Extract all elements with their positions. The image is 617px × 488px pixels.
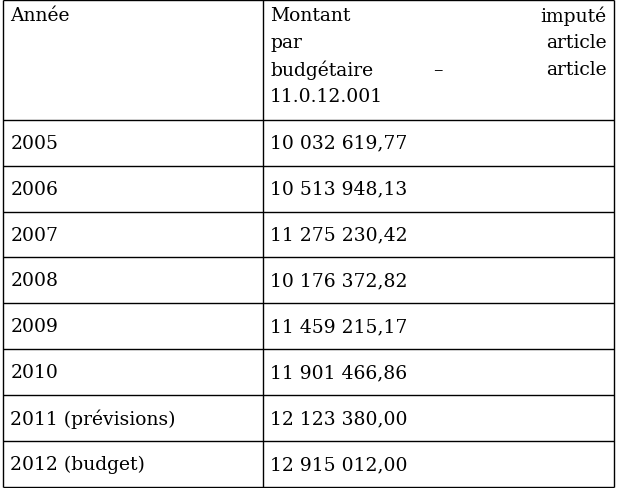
Text: 11.0.12.001: 11.0.12.001 [270, 88, 383, 106]
Text: imputé: imputé [540, 7, 607, 26]
Text: 10 513 948,13: 10 513 948,13 [270, 180, 407, 198]
Text: par: par [270, 34, 302, 52]
Text: 11 901 466,86: 11 901 466,86 [270, 364, 407, 382]
Text: 2006: 2006 [10, 180, 59, 198]
Text: 12 915 012,00: 12 915 012,00 [270, 455, 408, 473]
Text: 2012 (budget): 2012 (budget) [10, 455, 146, 473]
Text: 11 275 230,42: 11 275 230,42 [270, 226, 408, 244]
Text: 2011 (prévisions): 2011 (prévisions) [10, 408, 176, 428]
Text: budgétaire: budgétaire [270, 61, 373, 80]
Text: 12 123 380,00: 12 123 380,00 [270, 409, 408, 427]
Text: 2009: 2009 [10, 318, 59, 336]
Text: 2010: 2010 [10, 364, 59, 382]
Text: article: article [546, 34, 607, 52]
Text: 10 176 372,82: 10 176 372,82 [270, 272, 408, 290]
Text: 11 459 215,17: 11 459 215,17 [270, 318, 407, 336]
Text: Année: Année [10, 7, 70, 25]
Text: 10 032 619,77: 10 032 619,77 [270, 135, 407, 152]
Text: –: – [434, 61, 443, 79]
Text: article: article [546, 61, 607, 79]
Text: 2007: 2007 [10, 226, 59, 244]
Text: 2008: 2008 [10, 272, 59, 290]
Text: Montant: Montant [270, 7, 350, 25]
Text: 2005: 2005 [10, 135, 59, 152]
